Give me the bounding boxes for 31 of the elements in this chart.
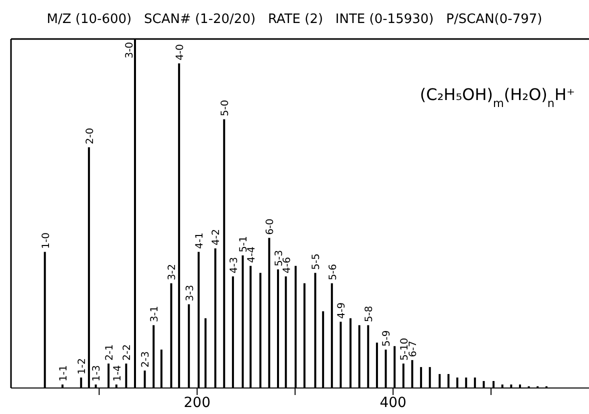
annotation: 1-0 (40, 232, 52, 249)
annotation: 5-9 (382, 330, 393, 347)
annotation: 4-3 (228, 256, 240, 274)
annotation: 6-0 (265, 218, 276, 235)
annotation: 4-2 (211, 229, 222, 246)
annotation: 1-3 (92, 365, 103, 382)
annotation: 5-8 (364, 306, 376, 322)
chart-title: M/Z (10-600) SCAN# (1-20/20) RATE (2) INTE (0-15930) P/SCAN(0-797) (46, 12, 544, 27)
annotation: 2-3 (140, 351, 152, 368)
annotation: 2-2 (122, 344, 134, 361)
annotation: 5-5 (311, 253, 322, 270)
annotation: 3-0 (124, 42, 136, 58)
annotation: 4-9 (336, 302, 348, 319)
annotation: 2-1 (104, 344, 116, 361)
annotation: 1-2 (77, 358, 88, 375)
annotation: 4-6 (282, 256, 293, 274)
annotation: 5-0 (220, 100, 232, 116)
annotation: 3-1 (150, 306, 161, 322)
annotation: 3-3 (184, 284, 196, 302)
annotation: 5-6 (328, 264, 339, 280)
annotation: 4-4 (246, 246, 258, 263)
annotation: 4-0 (175, 44, 186, 60)
annotation: 1-1 (58, 365, 70, 382)
x-tick-label: 400 (380, 394, 406, 411)
annotation: 4-1 (194, 232, 206, 249)
x-tick-label: 200 (184, 394, 211, 411)
annotation: 2-0 (84, 128, 96, 144)
annotation: (C₂H₅OH)$_{m}$(H₂O)$_{n}$H⁺ (420, 85, 575, 110)
annotation: 1-4 (112, 365, 124, 382)
annotation: 3-2 (167, 264, 178, 280)
annotation: 6-7 (408, 340, 420, 358)
